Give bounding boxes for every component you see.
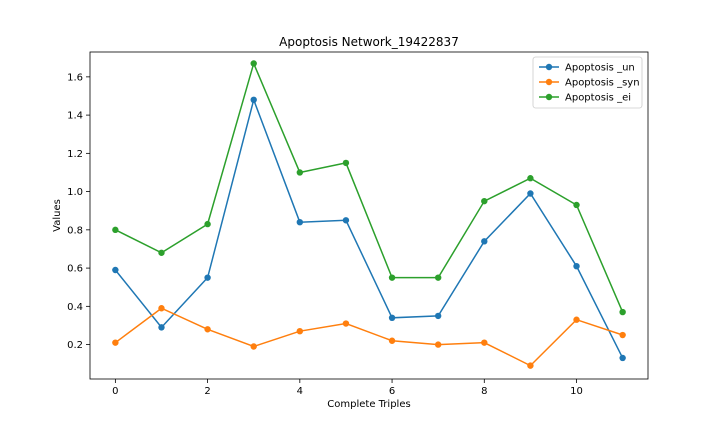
x-tick-label: 4	[297, 386, 303, 397]
legend-swatch-marker	[545, 93, 553, 101]
data-point	[481, 339, 488, 346]
data-point	[527, 190, 534, 197]
data-point	[434, 312, 442, 320]
data-point	[481, 197, 488, 205]
x-tick-label: 6	[389, 386, 395, 397]
y-tick-label: 0.6	[67, 264, 83, 275]
y-tick-label: 1.0	[67, 187, 83, 198]
y-tick-label: 0.2	[67, 340, 83, 351]
data-point	[204, 220, 211, 228]
data-point	[434, 274, 442, 281]
series-line	[115, 61, 624, 313]
data-point	[250, 343, 257, 350]
x-tick-label: 8	[481, 386, 487, 397]
data-point	[619, 331, 626, 339]
x-axis-label: Complete Triples	[327, 399, 410, 410]
data-point	[158, 324, 165, 331]
legend: Apoptosis _un Apoptosis _syn Apoptosis _ei	[532, 56, 643, 109]
data-point	[112, 339, 119, 346]
data-point	[158, 249, 165, 256]
x-tick-label: 0	[112, 386, 118, 397]
data-point	[112, 226, 119, 234]
data-point	[342, 159, 350, 167]
data-point	[296, 327, 304, 335]
data-point	[204, 274, 211, 281]
x-tick-label: 2	[204, 386, 210, 397]
plot-area	[112, 60, 626, 369]
data-point	[388, 337, 396, 344]
data-point	[388, 274, 396, 281]
data-point	[573, 262, 580, 270]
data-point	[573, 201, 580, 209]
legend-frame	[532, 56, 643, 109]
data-point	[250, 96, 257, 104]
y-tick-label: 1.4	[67, 111, 83, 122]
legend-swatch-marker	[545, 63, 553, 71]
data-point	[342, 217, 350, 224]
data-point	[250, 60, 257, 67]
y-axis-label: Values	[52, 199, 63, 232]
legend-label: Apoptosis _syn	[565, 78, 640, 89]
data-point	[296, 169, 304, 176]
y-tick-label: 1.2	[67, 149, 83, 160]
y-tick-label: 0.4	[67, 302, 83, 313]
data-point	[527, 175, 534, 182]
series-line	[114, 97, 624, 359]
data-point	[434, 341, 442, 348]
data-point	[481, 238, 488, 245]
legend-label: Apoptosis _un	[565, 63, 635, 74]
data-point	[619, 308, 626, 316]
data-point	[204, 326, 211, 333]
series-line	[114, 307, 623, 367]
data-point	[342, 320, 350, 327]
y-tick-label: 0.8	[67, 225, 83, 236]
chart-title: Apoptosis Network_19422837	[279, 35, 459, 49]
data-point	[388, 314, 396, 322]
legend-swatch-marker	[545, 78, 553, 86]
data-point	[573, 316, 580, 323]
plot-frame	[89, 51, 649, 380]
data-point	[296, 218, 304, 226]
x-tick-label: 10	[570, 386, 583, 397]
axes: 0 2 4 6 8 10 0.2 0.4 0.6 0.8 1.0 1.2 1.4 1.6	[67, 72, 583, 397]
legend-label: Apoptosis _ei	[565, 93, 631, 104]
data-point	[112, 266, 119, 274]
data-point	[527, 362, 534, 369]
data-point	[619, 354, 626, 362]
data-point	[158, 305, 165, 312]
y-tick-label: 1.6	[67, 72, 83, 83]
